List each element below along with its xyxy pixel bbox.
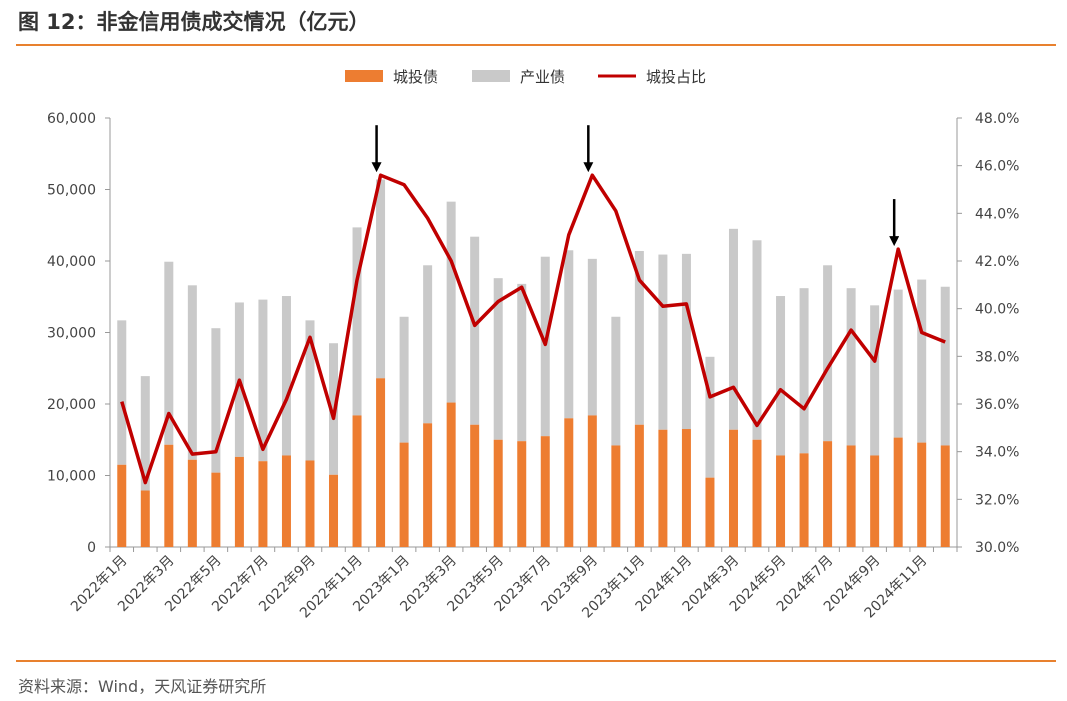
legend-label-industry: 产业债 [520, 68, 565, 86]
bar-industry [493, 278, 503, 440]
bar-industry [705, 356, 715, 478]
bar-industry [423, 265, 433, 424]
legend-swatch-city [345, 70, 383, 82]
bar-industry [187, 285, 197, 460]
line-share [120, 173, 946, 485]
bar-city [164, 444, 174, 547]
bar-industry [376, 179, 386, 379]
y2-tick-label: 32.0% [975, 492, 1019, 508]
bar-industry [846, 288, 856, 446]
y-tick-label: 0 [87, 540, 96, 556]
bar-industry [587, 258, 597, 416]
bar-city [423, 423, 433, 547]
bar-city [681, 429, 691, 547]
bar-industry [870, 305, 880, 456]
bar-city [799, 453, 809, 547]
bar-city [352, 415, 362, 547]
bar-city [940, 445, 950, 547]
bar-industry [517, 283, 527, 442]
bar-city [893, 437, 903, 547]
bar-industry [940, 286, 950, 446]
bar-industry [776, 296, 786, 456]
bar-industry [681, 253, 691, 430]
bar-industry [917, 279, 927, 443]
bar-city [305, 460, 315, 547]
legend-label-city: 城投债 [393, 68, 438, 86]
bar-industry [823, 265, 833, 442]
bar-city [705, 477, 715, 547]
y2-tick-label: 44.0% [975, 206, 1019, 222]
y2-tick-label: 30.0% [975, 540, 1019, 556]
bar-industry [140, 376, 150, 491]
bar-industry [446, 201, 456, 403]
bar-industry [658, 254, 668, 430]
y-tick-label: 60,000 [47, 111, 96, 127]
bar-industry [399, 316, 409, 443]
bar-city [470, 424, 480, 547]
bar-industry [211, 328, 221, 473]
bar-industry [164, 261, 174, 445]
y-tick-label: 20,000 [47, 397, 96, 413]
bar-city [823, 441, 833, 547]
bar-city [211, 472, 221, 547]
bar-city [281, 455, 291, 547]
bar-city [917, 442, 927, 547]
y-tick-label: 40,000 [47, 254, 96, 270]
bar-city [258, 461, 268, 547]
bar-industry [281, 296, 291, 456]
bar-city [776, 455, 786, 547]
bar-city [117, 464, 127, 547]
bar-city [846, 445, 856, 547]
bar-city [234, 456, 244, 547]
bar-city [493, 439, 503, 547]
bar-city [399, 442, 409, 547]
bar-city [564, 418, 574, 547]
bar-city [634, 424, 644, 547]
bar-industry [470, 236, 480, 425]
bar-industry [752, 240, 762, 440]
y2-tick-label: 34.0% [975, 445, 1019, 461]
bar-city [540, 436, 550, 547]
legend-label-share: 城投占比 [646, 68, 706, 86]
source-note: 资料来源：Wind，天风证券研究所 [18, 677, 267, 696]
bar-industry [305, 320, 315, 461]
bar-city [140, 490, 150, 547]
bar-city [658, 429, 668, 547]
legend: 城投债 产业债 城投占比 [345, 68, 706, 86]
y-tick-label: 50,000 [47, 183, 96, 199]
bar-city [611, 445, 621, 547]
y2-tick-label: 46.0% [975, 159, 1019, 175]
bar-city [376, 378, 386, 547]
y2-tick-label: 36.0% [975, 397, 1019, 413]
page-title: 图 12：非金信用债成交情况（亿元） [18, 10, 370, 34]
bar-industry [634, 250, 644, 425]
header-divider [16, 44, 1056, 46]
bar-industry [893, 289, 903, 438]
bar-industry [799, 288, 809, 454]
footer-divider [16, 660, 1056, 662]
y-tick-label: 30,000 [47, 326, 96, 342]
bar-industry [564, 250, 574, 419]
bar-industry [117, 320, 127, 465]
bar-industry [540, 256, 550, 437]
legend-swatch-industry [472, 70, 510, 82]
bar-industry [352, 227, 362, 416]
y2-tick-label: 48.0% [975, 111, 1019, 127]
bar-city [870, 455, 880, 547]
bar-industry [258, 299, 268, 462]
bar-city [587, 415, 597, 547]
bar-city [187, 459, 197, 547]
bar-city [446, 402, 456, 547]
y-tick-label: 10,000 [47, 469, 96, 485]
bar-city [752, 439, 762, 547]
bar-industry [611, 316, 621, 446]
y2-tick-label: 42.0% [975, 254, 1019, 270]
y2-tick-label: 40.0% [975, 302, 1019, 318]
bar-city [329, 474, 339, 547]
bar-city [517, 441, 527, 547]
bar-industry [728, 228, 738, 430]
y2-tick-label: 38.0% [975, 349, 1019, 365]
bar-city [728, 429, 738, 547]
